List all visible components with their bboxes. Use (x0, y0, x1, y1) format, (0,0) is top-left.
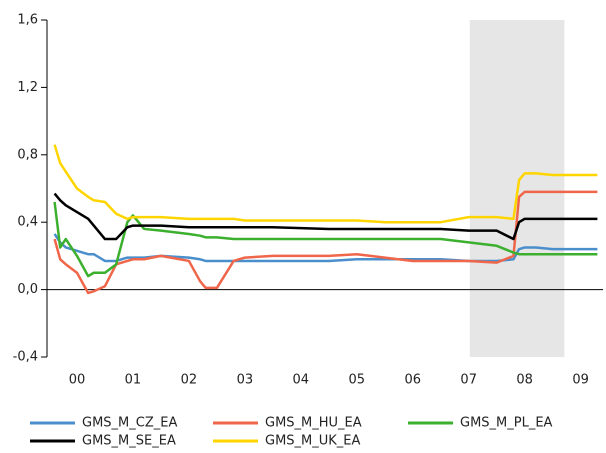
y-tick-label: 0,0 (17, 282, 38, 297)
x-tick-label: 00 (69, 373, 86, 388)
x-tick-label: 08 (516, 373, 533, 388)
series-line (53, 201, 598, 278)
x-tick-label: 09 (572, 373, 589, 388)
x-tick-label: 07 (460, 373, 477, 388)
y-tick-label: -0,4 (13, 350, 38, 365)
y-tick-label: 0,4 (17, 215, 38, 230)
series-line (53, 192, 598, 241)
x-tick-label: 01 (125, 373, 142, 388)
x-tick-label: 03 (237, 373, 254, 388)
legend-label: GMS_M_CZ_EA (82, 416, 177, 431)
y-tick-label: 1,6 (17, 13, 38, 28)
legend-label: GMS_M_PL_EA (460, 416, 553, 431)
series-line (53, 144, 598, 224)
y-tick-label: 1,2 (17, 80, 38, 95)
legend-label: GMS_M_UK_EA (265, 434, 361, 449)
x-tick-label: 02 (181, 373, 198, 388)
legend-label: GMS_M_SE_EA (82, 434, 176, 449)
x-tick-label: 05 (349, 373, 366, 388)
x-tick-label: 06 (404, 373, 421, 388)
series-line (53, 190, 598, 295)
y-tick-label: 0,8 (17, 147, 38, 162)
legend-label: GMS_M_HU_EA (265, 416, 362, 431)
x-tick-label: 04 (293, 373, 310, 388)
